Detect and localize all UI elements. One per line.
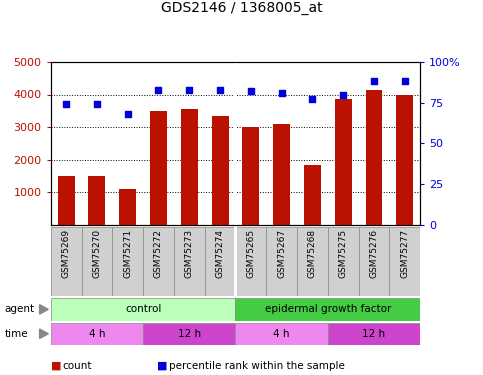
Text: 12 h: 12 h: [178, 329, 201, 339]
Text: GDS2146 / 1368005_at: GDS2146 / 1368005_at: [161, 1, 322, 15]
Text: ■: ■: [157, 361, 168, 370]
Bar: [304, 165, 321, 225]
Bar: [143, 227, 174, 296]
Text: GSM75267: GSM75267: [277, 229, 286, 278]
Point: [185, 87, 193, 93]
Text: GSM75270: GSM75270: [92, 229, 101, 278]
Point: [309, 96, 316, 102]
Bar: [273, 124, 290, 225]
Text: GSM75265: GSM75265: [246, 229, 256, 278]
Bar: [242, 127, 259, 225]
Bar: [112, 227, 143, 296]
Point: [93, 101, 101, 107]
Point: [370, 78, 378, 84]
Bar: [57, 176, 74, 225]
Bar: [266, 227, 297, 296]
Point: [62, 101, 70, 107]
Bar: [51, 298, 236, 321]
Point: [401, 78, 409, 84]
Bar: [328, 322, 420, 345]
Bar: [397, 94, 413, 225]
Text: GSM75277: GSM75277: [400, 229, 409, 278]
Text: GSM75273: GSM75273: [185, 229, 194, 278]
Text: control: control: [125, 304, 161, 314]
Bar: [88, 176, 105, 225]
Bar: [212, 116, 228, 225]
Text: 12 h: 12 h: [362, 329, 385, 339]
Bar: [51, 322, 143, 345]
Bar: [205, 227, 236, 296]
Text: GSM75271: GSM75271: [123, 229, 132, 278]
Text: ■: ■: [51, 361, 61, 370]
Bar: [236, 322, 328, 345]
Text: count: count: [63, 361, 92, 370]
Text: 4 h: 4 h: [89, 329, 105, 339]
Bar: [328, 227, 358, 296]
Bar: [143, 322, 236, 345]
Text: GSM75274: GSM75274: [215, 229, 225, 278]
Point: [155, 87, 162, 93]
Text: GSM75272: GSM75272: [154, 229, 163, 278]
Text: 4 h: 4 h: [273, 329, 290, 339]
Bar: [366, 90, 383, 225]
Bar: [335, 99, 352, 225]
Text: GSM75276: GSM75276: [369, 229, 379, 278]
Text: GSM75269: GSM75269: [62, 229, 71, 278]
Bar: [389, 227, 420, 296]
Bar: [181, 109, 198, 225]
Bar: [236, 227, 266, 296]
Text: GSM75268: GSM75268: [308, 229, 317, 278]
Point: [247, 88, 255, 94]
Bar: [236, 298, 420, 321]
Point: [124, 111, 131, 117]
Bar: [297, 227, 328, 296]
Text: percentile rank within the sample: percentile rank within the sample: [169, 361, 345, 370]
Bar: [82, 227, 112, 296]
Text: GSM75275: GSM75275: [339, 229, 348, 278]
Text: epidermal growth factor: epidermal growth factor: [265, 304, 391, 314]
Bar: [51, 227, 82, 296]
Bar: [150, 111, 167, 225]
Bar: [358, 227, 389, 296]
Point: [340, 92, 347, 98]
Bar: [119, 189, 136, 225]
Point: [278, 90, 285, 96]
Text: time: time: [5, 329, 28, 339]
Text: agent: agent: [5, 304, 35, 314]
Point: [216, 87, 224, 93]
Bar: [174, 227, 205, 296]
